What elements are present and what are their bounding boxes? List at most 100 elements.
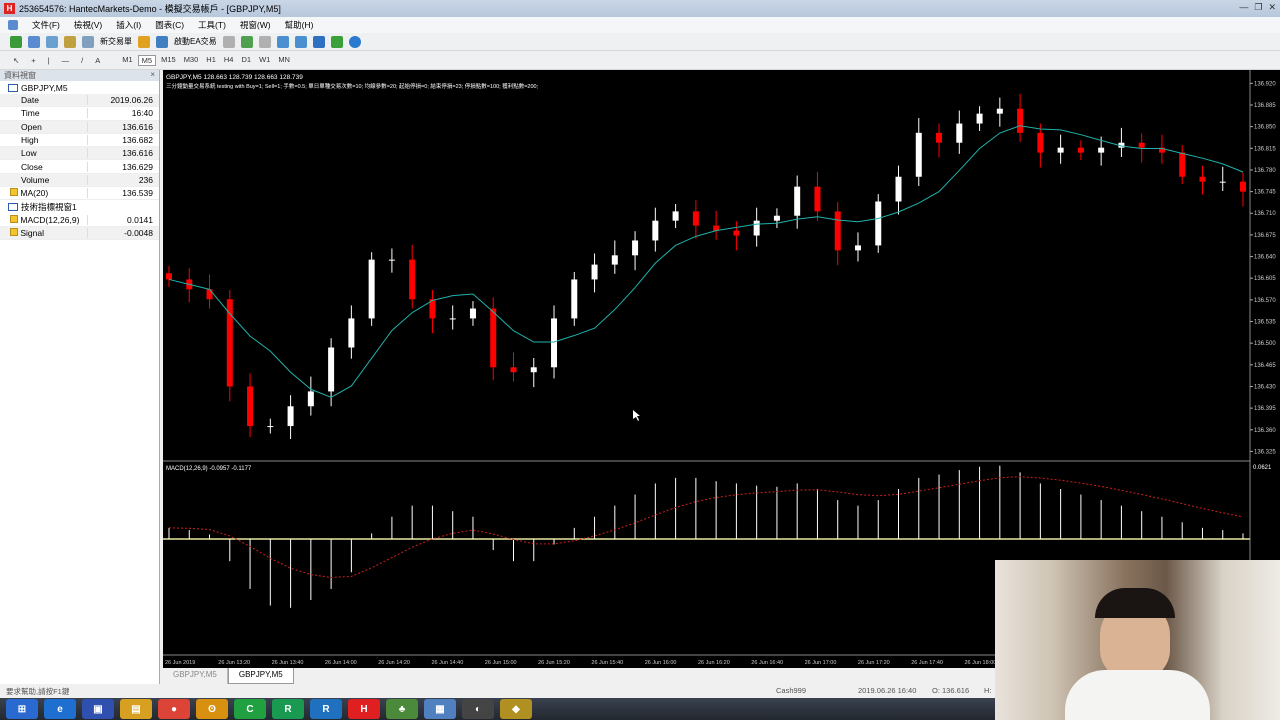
taskbar-app-icon[interactable]: R	[272, 699, 304, 719]
row-label: Volume	[0, 174, 88, 185]
status-open: O: 136.616	[932, 686, 970, 695]
candle-body	[733, 230, 740, 236]
taskbar-app-icon[interactable]: ●	[158, 699, 190, 719]
price-tick-label: 136.325	[1254, 449, 1276, 455]
taskbar-app-icon[interactable]: ▤	[120, 699, 152, 719]
price-tick-label: 136.815	[1254, 146, 1276, 152]
price-tick-label: 136.570	[1254, 298, 1276, 304]
cursor-icon[interactable]: ↖	[13, 56, 20, 65]
status-account: Cash999	[776, 686, 807, 695]
taskbar-app-icon[interactable]: C	[234, 699, 266, 719]
price-tick-label: 136.360	[1254, 428, 1276, 434]
menu-item[interactable]: 圖表(C)	[155, 20, 185, 30]
candle-body	[206, 289, 213, 300]
candle-body	[814, 186, 821, 212]
taskbar: ⊞ e ▣ ▤ ● ʘ C R R H ♣ ▦ ◐ ◆	[0, 698, 1280, 720]
zoom-out-icon[interactable]	[294, 35, 307, 48]
chart-header: GBPJPY,M5 128.663 128.739 128.663 128.73…	[166, 74, 303, 81]
timeframe-m1[interactable]: M1	[122, 55, 133, 64]
mouse-cursor-icon	[633, 410, 640, 421]
minimize-button[interactable]: —	[1239, 2, 1249, 12]
close-panel-button[interactable]: ×	[150, 70, 155, 79]
line-chart-icon[interactable]	[258, 35, 271, 48]
metaeditor-icon[interactable]	[138, 35, 150, 48]
candlestick-icon[interactable]	[240, 35, 253, 48]
trendline-icon[interactable]: /	[81, 56, 84, 65]
taskbar-app-icon[interactable]: ◐	[462, 699, 494, 719]
timeframe-mn[interactable]: MN	[278, 55, 290, 64]
profiles-icon[interactable]	[28, 35, 40, 48]
taskbar-app-icon[interactable]: ◆	[500, 699, 532, 719]
taskbar-app-icon[interactable]: ♣	[386, 699, 418, 719]
price-tick-label: 136.920	[1254, 81, 1276, 87]
candle-body	[652, 220, 659, 241]
price-chart[interactable]: GBPJPY,M5 128.663 128.739 128.663 128.73…	[163, 70, 1280, 668]
data-row-low: Low 136.616	[0, 147, 159, 161]
chart-tab-active[interactable]: GBPJPY,M5	[227, 668, 294, 684]
data-row-open: Open 136.616	[0, 120, 159, 134]
timeframe-h4[interactable]: H4	[223, 55, 234, 64]
time-tick-label: 26 Jun 17:00	[805, 660, 837, 666]
candle-body	[1219, 181, 1226, 183]
macd-header: MACD(12,26,9) -0.0957 -0.1177	[166, 466, 252, 472]
signal-label: Signal	[20, 227, 45, 238]
menu-item[interactable]: 檢視(V)	[73, 20, 103, 30]
taskbar-app-icon[interactable]: ʘ	[196, 699, 228, 719]
bar-chart-icon[interactable]	[222, 35, 235, 48]
taskbar-app-icon[interactable]: ▦	[424, 699, 456, 719]
horizontal-line-icon[interactable]: —	[61, 56, 70, 65]
menu-item[interactable]: 工具(T)	[198, 20, 226, 30]
menu-item[interactable]: 插入(I)	[116, 20, 142, 30]
macd-label: MACD(12,26,9)	[20, 214, 80, 225]
indicators-icon[interactable]	[330, 35, 343, 48]
ma-value: 136.539	[122, 188, 153, 199]
chart-tab[interactable]: GBPJPY,M5	[163, 668, 228, 684]
taskbar-app-icon[interactable]: e	[44, 699, 76, 719]
timeframe-m15[interactable]: M15	[161, 55, 176, 64]
webcam-overlay	[995, 560, 1280, 720]
candle-body	[1118, 142, 1125, 148]
drawing-toolbar: ↖ + | — / A M1 M5 M15 M30 H1 H4 D1 W1 MN	[0, 52, 1280, 70]
time-tick-label: 26 Jun 2019	[165, 660, 195, 666]
timeframe-d1[interactable]: D1	[241, 55, 252, 64]
tile-windows-icon[interactable]	[312, 35, 325, 48]
menu-item[interactable]: 文件(F)	[32, 20, 60, 30]
time-tick-label: 26 Jun 15:40	[591, 660, 623, 666]
terminal-icon[interactable]	[82, 35, 94, 48]
taskbar-app-icon[interactable]: ⊞	[6, 699, 38, 719]
timeframe-w1[interactable]: W1	[259, 55, 271, 64]
market-watch-icon[interactable]	[46, 35, 58, 48]
menu-item[interactable]: 幫助(H)	[284, 20, 314, 30]
close-button[interactable]: ✕	[1268, 2, 1276, 12]
price-tick-label: 136.710	[1254, 211, 1276, 217]
candle-body	[328, 347, 335, 392]
ea-parameters: 三分鐘動量交易系統 testing with Buy=1; Sell=1; 手數…	[166, 82, 539, 90]
row-value: 2019.06.26	[110, 95, 153, 106]
text-icon[interactable]: A	[95, 56, 101, 65]
periods-icon[interactable]	[348, 35, 361, 48]
indicator-window-label: 技術指標視窗1	[21, 201, 77, 212]
auto-trading-button[interactable]: 啟動EA交易	[174, 37, 217, 46]
candle-body	[551, 318, 558, 368]
navigator-icon[interactable]	[64, 35, 76, 48]
timeframe-m30[interactable]: M30	[183, 55, 199, 64]
strategy-tester-icon[interactable]	[156, 35, 168, 48]
vertical-line-icon[interactable]: |	[47, 56, 50, 65]
maximize-button[interactable]: ❐	[1254, 2, 1263, 12]
timeframe-m5[interactable]: M5	[137, 55, 157, 66]
data-window: 資料視窗 × GBPJPY,M5 Date 2019.06.26 Time 16:40 O…	[0, 70, 160, 685]
row-label: Close	[0, 161, 88, 172]
taskbar-app-icon[interactable]: ▣	[82, 699, 114, 719]
app-logo-icon: H	[4, 3, 15, 14]
timeframe-h1[interactable]: H1	[206, 55, 216, 64]
taskbar-app-icon[interactable]: R	[310, 699, 342, 719]
price-tick-label: 136.675	[1254, 233, 1276, 239]
price-tick-label: 136.745	[1254, 190, 1276, 196]
new-order-button[interactable]: 新交易單	[100, 37, 132, 46]
menu-item[interactable]: 視窗(W)	[239, 20, 271, 30]
candle-body	[773, 215, 780, 221]
new-chart-icon[interactable]	[10, 35, 22, 48]
zoom-in-icon[interactable]	[276, 35, 289, 48]
crosshair-icon[interactable]: +	[31, 56, 36, 65]
taskbar-app-icon[interactable]: H	[348, 699, 380, 719]
